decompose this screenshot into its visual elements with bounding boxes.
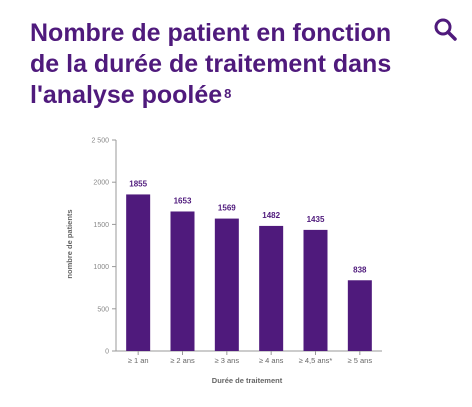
bar-value-label: 1482 [262,211,280,220]
bar-value-label: 1435 [307,215,325,224]
x-tick-label: ≥ 4,5 ans* [299,356,333,365]
bar-value-label: 1569 [218,204,236,213]
page-title-text: Nombre de patient en fonction de la duré… [30,19,392,109]
search-button[interactable] [433,17,459,43]
x-tick-label: ≥ 5 ans [348,356,373,365]
bar [170,211,195,351]
y-tick-label: 0 [105,349,109,356]
search-icon [434,18,457,41]
bar-value-label: 1855 [129,179,147,188]
bar [259,225,284,351]
y-tick-label: 1000 [93,264,109,271]
bar [303,229,328,351]
y-tick-label: 2000 [93,180,109,187]
bar-value-label: 838 [353,265,367,274]
bar [347,280,372,351]
bar-value-label: 1653 [174,196,192,205]
y-tick-label: 500 [97,306,109,313]
x-tick-label: ≥ 3 ans [215,356,240,365]
y-tick-label: 1500 [93,222,109,229]
x-tick-label: ≥ 2 ans [170,356,195,365]
y-axis-title: nombre de patients [65,209,74,278]
x-tick-label: ≥ 4 ans [259,356,284,365]
bar [126,194,151,351]
x-axis-title: Durée de traitement [212,376,283,385]
reference-superscript: 8 [224,86,232,101]
y-tick-label: 2 500 [91,138,109,145]
bar [214,218,239,351]
page-title: Nombre de patient en fonction de la duré… [30,18,410,111]
x-tick-label: ≥ 1 an [128,356,149,365]
